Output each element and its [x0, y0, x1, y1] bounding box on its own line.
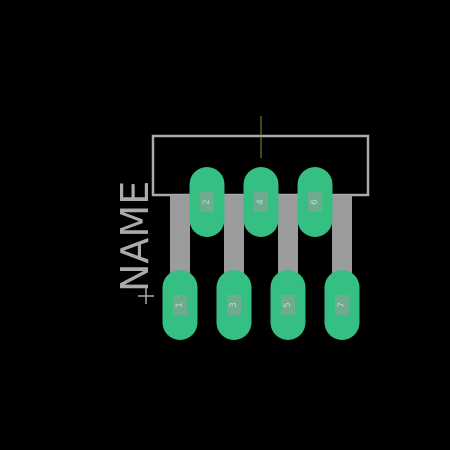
pin-lead-7	[332, 195, 352, 290]
pad-drill-7	[335, 295, 349, 315]
pin-lead-1	[170, 195, 190, 290]
pad-drill-4	[254, 192, 268, 212]
component-name-label: NAME	[113, 181, 157, 292]
name-cross	[138, 288, 154, 304]
pad-drill-3	[227, 295, 241, 315]
pad-3[interactable]: 3	[216, 270, 252, 340]
pad-1[interactable]: 1	[162, 270, 198, 340]
pad-number-label: 6	[310, 199, 320, 205]
pin-lead-5	[278, 195, 298, 290]
pin-leads	[170, 195, 352, 290]
pad-number-label: 4	[256, 199, 266, 205]
pad-number-label: 5	[283, 302, 293, 308]
pad-drill-2	[200, 192, 214, 212]
pad-4[interactable]: 4	[243, 167, 279, 237]
pad-drill-5	[281, 295, 295, 315]
pad-6[interactable]: 6	[297, 167, 333, 237]
pad-drill-1	[173, 295, 187, 315]
pad-number-label: 3	[229, 302, 239, 308]
pad-number-label: 1	[175, 302, 185, 308]
pad-7[interactable]: 7	[324, 270, 360, 340]
pad-2[interactable]: 2	[189, 167, 225, 237]
pad-number-label: 2	[202, 199, 212, 205]
solder-pads: 1 2 3 4 5 6 7	[162, 167, 360, 340]
pad-5[interactable]: 5	[270, 270, 306, 340]
pad-drill-6	[308, 192, 322, 212]
pad-number-label: 7	[337, 302, 347, 308]
pin-lead-3	[224, 195, 244, 290]
